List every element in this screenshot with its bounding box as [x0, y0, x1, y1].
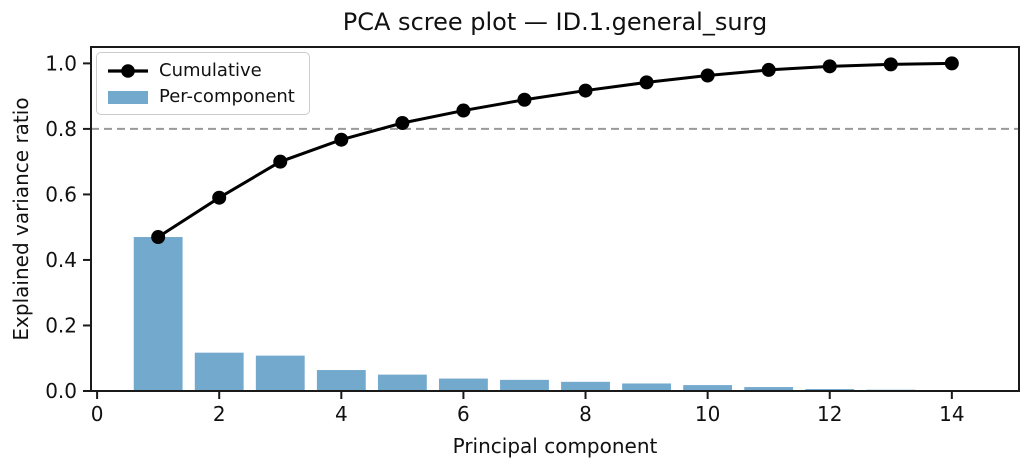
per-component-bar	[744, 387, 794, 391]
y-tick-label: 0.0	[45, 379, 77, 403]
per-component-bar	[683, 385, 733, 391]
chart-title: PCA scree plot — ID.1.general_surg	[342, 8, 768, 36]
data-point-marker	[578, 83, 593, 98]
data-point-marker	[700, 68, 715, 83]
data-point-marker	[395, 116, 410, 131]
data-point-marker	[883, 57, 898, 72]
data-point-marker	[334, 132, 349, 147]
data-point-marker	[212, 190, 227, 205]
x-tick-label: 14	[939, 402, 964, 426]
per-component-bar	[255, 355, 305, 391]
per-component-bar	[194, 352, 244, 391]
legend-entry-per-component: Per-component	[107, 86, 295, 107]
data-point-marker	[273, 154, 288, 169]
cumulative-line	[157, 61, 952, 239]
axes-frame	[90, 46, 1020, 392]
x-tick-label: 6	[457, 402, 470, 426]
per-component-bar	[439, 378, 488, 391]
x-tick-label: 12	[817, 402, 842, 426]
y-tick-label: 0.8	[45, 117, 77, 141]
x-tick-label: 10	[695, 402, 720, 426]
y-tick-label: 0.2	[45, 313, 77, 337]
x-tick-label: 0	[91, 402, 104, 426]
legend-label-per-component: Per-component	[159, 86, 295, 107]
x-tick-label: 4	[335, 402, 348, 426]
y-tick-label: 1.0	[45, 51, 77, 75]
per-component-bar	[377, 374, 427, 391]
per-component-bar	[500, 379, 549, 391]
legend-entry-cumulative: Cumulative	[107, 60, 295, 81]
y-axis-label: Explained variance ratio	[9, 97, 33, 341]
data-point-marker	[517, 92, 532, 107]
data-point-marker	[822, 59, 837, 74]
y-tick-label: 0.4	[45, 248, 77, 272]
y-tick-label: 0.6	[45, 182, 77, 206]
per-component-bar	[622, 383, 671, 391]
legend: Cumulative Per-component	[96, 52, 310, 115]
x-tick-label: 8	[579, 402, 592, 426]
per-component-swatch-icon	[108, 90, 148, 104]
x-tick-label: 2	[213, 402, 226, 426]
cumulative-line-icon	[108, 63, 148, 78]
x-axis-label: Principal component	[452, 434, 658, 458]
per-component-bar	[133, 237, 183, 391]
data-point-marker	[151, 230, 166, 245]
per-component-bar	[316, 370, 366, 391]
legend-label-cumulative: Cumulative	[159, 60, 262, 81]
data-point-marker	[456, 103, 471, 118]
per-component-bar	[561, 381, 610, 391]
data-point-marker	[761, 62, 776, 77]
data-point-marker	[639, 75, 654, 90]
data-point-marker	[944, 56, 959, 71]
